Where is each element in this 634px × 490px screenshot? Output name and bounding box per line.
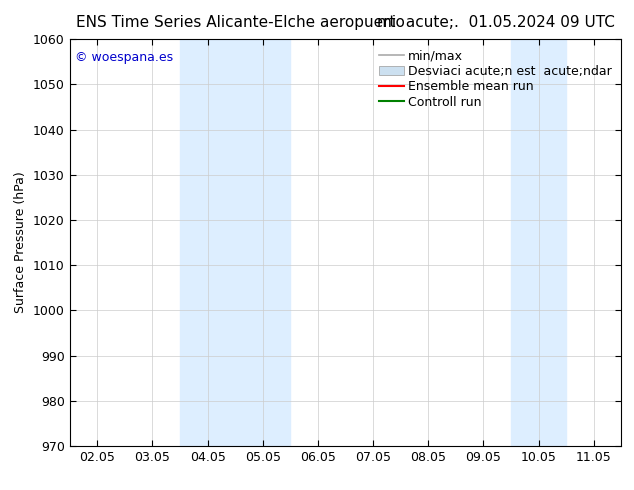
Text: mi  acute;.  01.05.2024 09 UTC: mi acute;. 01.05.2024 09 UTC [377, 15, 615, 30]
Bar [511, 39, 566, 446]
Y-axis label: Surface Pressure (hPa): Surface Pressure (hPa) [15, 172, 27, 314]
Text: ENS Time Series Alicante-Elche aeropuerto: ENS Time Series Alicante-Elche aeropuert… [77, 15, 405, 30]
Legend: min/max, Desviaci acute;n est  acute;ndar, Ensemble mean run, Controll run: min/max, Desviaci acute;n est acute;ndar… [375, 46, 615, 112]
Text: © woespana.es: © woespana.es [75, 51, 173, 64]
Bar [180, 39, 290, 446]
